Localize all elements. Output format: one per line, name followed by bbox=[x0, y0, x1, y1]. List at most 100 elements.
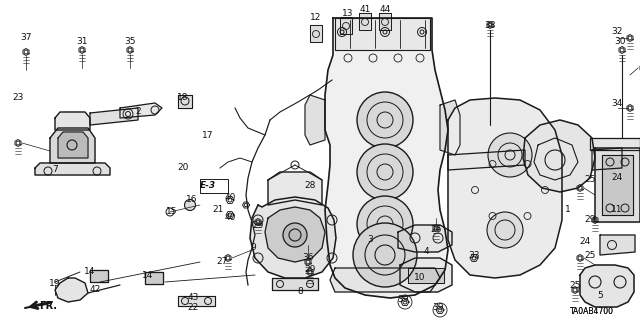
Text: 11: 11 bbox=[611, 205, 623, 214]
Polygon shape bbox=[580, 265, 634, 307]
Text: 42: 42 bbox=[90, 286, 100, 294]
Polygon shape bbox=[58, 132, 88, 158]
Polygon shape bbox=[595, 148, 640, 222]
Text: FR.: FR. bbox=[39, 301, 57, 311]
Text: 19: 19 bbox=[49, 279, 61, 288]
Text: 14: 14 bbox=[84, 268, 96, 277]
Polygon shape bbox=[178, 95, 192, 108]
Circle shape bbox=[357, 144, 413, 200]
Text: 40: 40 bbox=[224, 194, 236, 203]
Polygon shape bbox=[50, 128, 95, 163]
Polygon shape bbox=[35, 163, 110, 175]
Polygon shape bbox=[178, 296, 215, 306]
Text: 3: 3 bbox=[367, 235, 373, 244]
Text: 1: 1 bbox=[565, 205, 571, 214]
Text: 24: 24 bbox=[611, 174, 623, 182]
Text: 9: 9 bbox=[250, 243, 256, 253]
Text: 25: 25 bbox=[584, 175, 596, 184]
Polygon shape bbox=[55, 112, 90, 130]
Text: 16: 16 bbox=[186, 196, 198, 204]
Text: 35: 35 bbox=[124, 38, 136, 47]
Circle shape bbox=[357, 92, 413, 148]
Text: 8: 8 bbox=[297, 287, 303, 296]
Text: 26: 26 bbox=[430, 226, 442, 234]
Text: 39: 39 bbox=[432, 303, 444, 313]
Polygon shape bbox=[310, 25, 322, 42]
Circle shape bbox=[487, 212, 523, 248]
Polygon shape bbox=[340, 17, 352, 34]
Text: 41: 41 bbox=[359, 5, 371, 14]
Text: 29: 29 bbox=[304, 265, 316, 275]
Text: 44: 44 bbox=[380, 5, 390, 14]
Polygon shape bbox=[120, 103, 162, 118]
Text: 22: 22 bbox=[188, 303, 198, 313]
Text: 15: 15 bbox=[166, 207, 178, 217]
Circle shape bbox=[357, 196, 413, 252]
Polygon shape bbox=[272, 278, 318, 290]
Text: 28: 28 bbox=[304, 181, 316, 189]
Text: 21: 21 bbox=[212, 205, 224, 214]
Text: 2: 2 bbox=[135, 108, 141, 116]
Text: 32: 32 bbox=[611, 27, 623, 36]
Text: 18: 18 bbox=[177, 93, 189, 101]
Polygon shape bbox=[448, 98, 562, 278]
Polygon shape bbox=[265, 207, 325, 262]
Text: 25: 25 bbox=[570, 280, 580, 290]
Circle shape bbox=[353, 223, 417, 287]
Polygon shape bbox=[440, 100, 460, 155]
Text: 30: 30 bbox=[614, 38, 626, 47]
Polygon shape bbox=[90, 270, 108, 282]
Text: 33: 33 bbox=[468, 250, 480, 259]
Text: 34: 34 bbox=[611, 99, 623, 108]
Text: 24: 24 bbox=[579, 238, 591, 247]
Polygon shape bbox=[398, 225, 452, 252]
Text: 7: 7 bbox=[52, 166, 58, 174]
Circle shape bbox=[283, 223, 307, 247]
Polygon shape bbox=[305, 95, 325, 145]
Text: 13: 13 bbox=[342, 9, 354, 18]
Polygon shape bbox=[408, 268, 444, 283]
Text: 25: 25 bbox=[584, 250, 596, 259]
Polygon shape bbox=[400, 258, 452, 292]
Polygon shape bbox=[592, 148, 622, 170]
Text: TA0AB4700: TA0AB4700 bbox=[570, 308, 614, 316]
Polygon shape bbox=[590, 138, 640, 150]
Circle shape bbox=[488, 133, 532, 177]
Text: 20: 20 bbox=[177, 164, 189, 173]
Polygon shape bbox=[268, 172, 322, 205]
Polygon shape bbox=[602, 155, 633, 215]
Text: 17: 17 bbox=[202, 130, 214, 139]
Text: 37: 37 bbox=[20, 33, 32, 41]
Text: 5: 5 bbox=[597, 291, 603, 300]
Text: 40: 40 bbox=[224, 213, 236, 222]
Text: 4: 4 bbox=[423, 248, 429, 256]
Polygon shape bbox=[335, 18, 430, 50]
Text: 31: 31 bbox=[76, 38, 88, 47]
Text: 23: 23 bbox=[12, 93, 24, 101]
Text: 27: 27 bbox=[216, 257, 228, 266]
Text: 29: 29 bbox=[584, 216, 596, 225]
Text: 43: 43 bbox=[188, 293, 198, 302]
Polygon shape bbox=[330, 268, 440, 292]
Text: 12: 12 bbox=[310, 13, 322, 23]
Bar bbox=[200, 179, 228, 193]
Polygon shape bbox=[55, 278, 88, 302]
Polygon shape bbox=[90, 108, 138, 125]
Text: 14: 14 bbox=[142, 271, 154, 279]
Circle shape bbox=[184, 199, 195, 211]
Polygon shape bbox=[448, 150, 525, 170]
Text: 29: 29 bbox=[252, 220, 264, 229]
Polygon shape bbox=[325, 18, 448, 298]
Text: E-3: E-3 bbox=[200, 181, 216, 189]
Polygon shape bbox=[145, 272, 163, 284]
Polygon shape bbox=[600, 235, 635, 255]
Polygon shape bbox=[359, 13, 371, 30]
Polygon shape bbox=[379, 13, 391, 30]
Text: TA0AB4700: TA0AB4700 bbox=[570, 308, 614, 316]
Polygon shape bbox=[250, 197, 336, 278]
Text: 39: 39 bbox=[397, 295, 409, 305]
Text: 36: 36 bbox=[302, 254, 314, 263]
Text: 10: 10 bbox=[414, 273, 426, 283]
Text: 38: 38 bbox=[484, 20, 496, 29]
Polygon shape bbox=[523, 120, 595, 192]
